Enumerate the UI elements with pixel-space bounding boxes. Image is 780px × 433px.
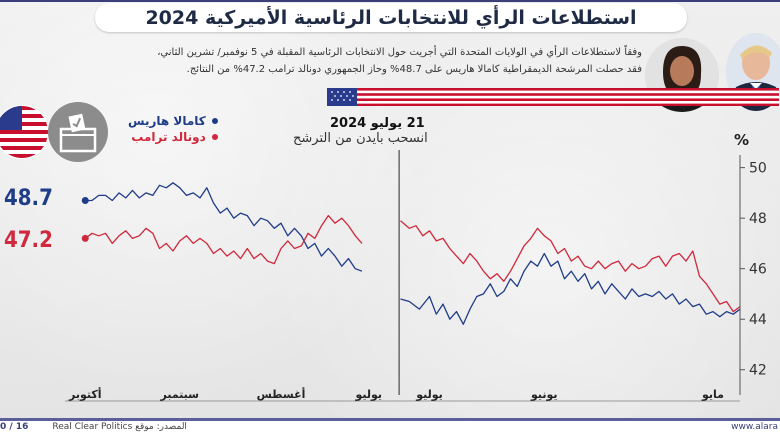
trump-final-value: 47.2 <box>4 228 53 253</box>
legend-marker-harris <box>211 118 218 124</box>
series-line-trump <box>400 220 741 313</box>
series-end-point-trump <box>81 234 89 242</box>
harris-final-value: 48.7 <box>4 186 53 211</box>
page-title: استطلاعات الرأي للانتخابات الرئاسية الأم… <box>95 3 687 32</box>
footer-page: 0 / 16 <box>0 422 29 432</box>
legend-item-harris: كامالا هاريس <box>128 113 218 129</box>
intro-text: وفقاً لاستطلاعات الرأي في الولايات المتح… <box>142 44 642 78</box>
y-tick-label: 42 <box>749 363 767 379</box>
event-date: 21 يوليو 2024 <box>330 116 425 131</box>
y-tick-label: 50 <box>749 161 767 177</box>
top-accent-strip <box>0 0 780 2</box>
x-tick-label: مايو <box>701 388 724 401</box>
footer-site: www.alara <box>731 422 778 432</box>
page-title-text: استطلاعات الرأي للانتخابات الرئاسية الأم… <box>145 6 637 29</box>
us-flag-strip <box>327 88 779 106</box>
x-tick-label: أكتوبر <box>68 387 102 401</box>
series-line-harris <box>400 252 741 325</box>
x-tick-label: سبتمبر <box>159 388 199 401</box>
footer-source: المصدر: موقع Real Clear Politics <box>52 422 187 432</box>
chart-legend: كامالا هاريس دونالد ترامب <box>128 113 218 145</box>
legend-marker-trump <box>211 134 218 140</box>
legend-label-harris: كامالا هاريس <box>128 114 206 128</box>
intro-line-1: وفقاً لاستطلاعات الرأي في الولايات المتح… <box>157 47 642 58</box>
us-flag-icon <box>0 105 49 159</box>
series-end-point-harris <box>81 196 89 204</box>
series-line-harris <box>85 182 363 272</box>
y-tick-label: 46 <box>749 262 767 278</box>
x-tick-label: يوليو <box>415 388 443 401</box>
ballot-box-icon <box>48 102 108 162</box>
x-tick-label: يونيو <box>530 388 558 401</box>
x-tick-label: يوليو <box>354 388 382 401</box>
event-text: انسحب بايدن من الترشح <box>293 131 428 146</box>
intro-line-2: فقد حصلت المرشحة الديمقراطية كامالا هاري… <box>186 64 642 75</box>
y-tick-label: 48 <box>749 211 767 227</box>
y-axis-unit-label: % <box>734 131 749 149</box>
legend-item-trump: دونالد ترامب <box>128 129 218 145</box>
y-tick-label: 44 <box>749 312 767 328</box>
x-tick-label: أغسطس <box>257 387 306 401</box>
series-line-trump <box>84 214 363 265</box>
footer-bar: 0 / 16 المصدر: موقع Real Clear Politics … <box>0 418 780 433</box>
legend-label-trump: دونالد ترامب <box>131 130 206 144</box>
